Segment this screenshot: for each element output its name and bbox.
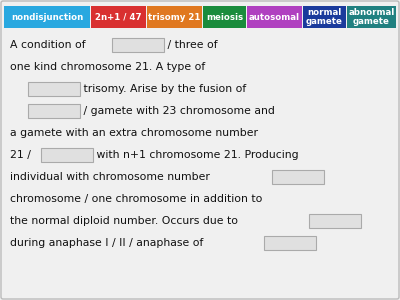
Text: nondisjunction: nondisjunction bbox=[11, 13, 83, 22]
Text: trisomy. Arise by the fusion of: trisomy. Arise by the fusion of bbox=[80, 84, 246, 94]
FancyBboxPatch shape bbox=[112, 38, 164, 52]
Text: a gamete with an extra chromosome number: a gamete with an extra chromosome number bbox=[10, 128, 258, 138]
Text: the normal diploid number. Occurs due to: the normal diploid number. Occurs due to bbox=[10, 216, 242, 226]
FancyBboxPatch shape bbox=[4, 6, 90, 28]
Text: during anaphase I / II / anaphase of: during anaphase I / II / anaphase of bbox=[10, 238, 207, 248]
Text: normal
gamete: normal gamete bbox=[306, 8, 343, 26]
FancyBboxPatch shape bbox=[91, 6, 146, 28]
Text: individual with chromosome number: individual with chromosome number bbox=[10, 172, 213, 182]
FancyBboxPatch shape bbox=[264, 236, 316, 250]
FancyBboxPatch shape bbox=[272, 170, 324, 184]
FancyBboxPatch shape bbox=[309, 214, 361, 228]
Text: abnormal
gamete: abnormal gamete bbox=[348, 8, 395, 26]
Text: with n+1 chromosome 21. Producing: with n+1 chromosome 21. Producing bbox=[94, 150, 299, 160]
Text: 2n+1 / 47: 2n+1 / 47 bbox=[95, 13, 142, 22]
Text: / three of: / three of bbox=[164, 40, 218, 50]
Text: A condition of: A condition of bbox=[10, 40, 89, 50]
Text: trisomy 21: trisomy 21 bbox=[148, 13, 201, 22]
FancyBboxPatch shape bbox=[42, 148, 94, 162]
Text: chromosome / one chromosome in addition to: chromosome / one chromosome in addition … bbox=[10, 194, 262, 204]
FancyBboxPatch shape bbox=[147, 6, 202, 28]
Text: 21 /: 21 / bbox=[10, 150, 34, 160]
FancyBboxPatch shape bbox=[28, 104, 80, 118]
Text: meiosis: meiosis bbox=[206, 13, 243, 22]
Text: / gamete with 23 chromosome and: / gamete with 23 chromosome and bbox=[80, 106, 275, 116]
FancyBboxPatch shape bbox=[347, 6, 396, 28]
FancyBboxPatch shape bbox=[247, 6, 302, 28]
FancyBboxPatch shape bbox=[303, 6, 346, 28]
FancyBboxPatch shape bbox=[28, 82, 80, 96]
Text: autosomal: autosomal bbox=[249, 13, 300, 22]
FancyBboxPatch shape bbox=[203, 6, 246, 28]
Text: one kind chromosome 21. A type of: one kind chromosome 21. A type of bbox=[10, 62, 205, 72]
